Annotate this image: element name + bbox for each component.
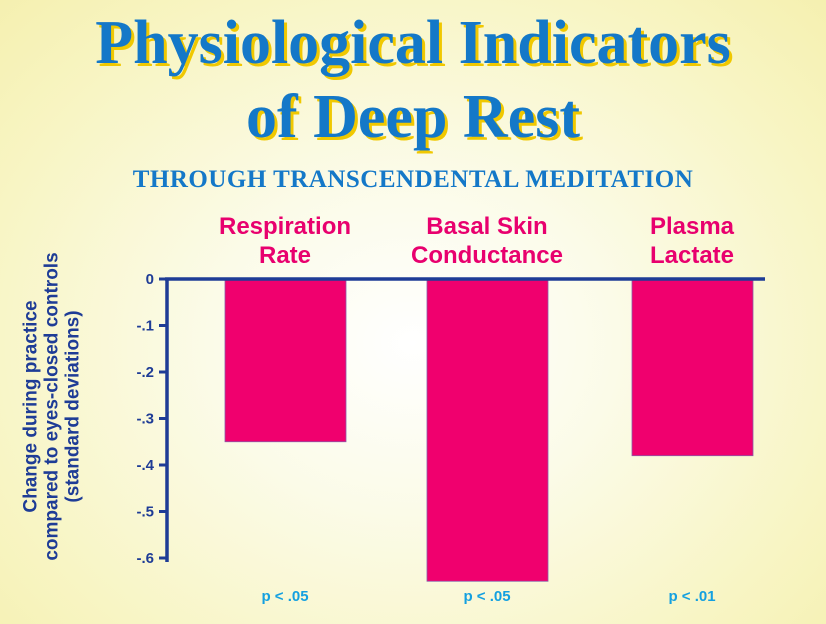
y-tick-label: -.5: [136, 504, 154, 521]
title-line-1: Physiological Indicators: [95, 9, 731, 77]
bar: [631, 278, 754, 457]
category-label-plasma-lactate: Plasma Lactate: [582, 212, 802, 270]
p-value-label: p < .01: [668, 588, 716, 605]
y-tick-label: 0: [146, 271, 154, 288]
category-label-line2: Lactate: [649, 242, 735, 269]
category-label-line2: Conductance: [410, 242, 563, 269]
y-tick-label: -.2: [136, 364, 154, 381]
bar: [426, 278, 549, 582]
category-label-skin-conductance: Basal Skin Conductance: [377, 212, 597, 270]
category-label-respiration: Respiration Rate: [175, 212, 395, 270]
y-tick-label: -.6: [136, 550, 154, 567]
p-value-label: p < .05: [463, 588, 511, 605]
p-value-label: p < .05: [261, 588, 309, 605]
title-line-2: of Deep Rest: [245, 83, 580, 151]
category-label-line2: Rate: [258, 242, 312, 269]
y-tick-label: -.4: [136, 457, 154, 474]
bar: [224, 278, 347, 443]
y-tick-label: -.3: [136, 411, 154, 428]
category-label-line1: Basal Skin: [426, 213, 548, 240]
category-label-line1: Respiration: [218, 213, 352, 240]
y-tick-label: -.1: [136, 318, 154, 335]
subtitle: THROUGH TRANSCENDENTAL MEDITATION: [132, 166, 694, 193]
category-label-line1: Plasma: [649, 213, 735, 240]
